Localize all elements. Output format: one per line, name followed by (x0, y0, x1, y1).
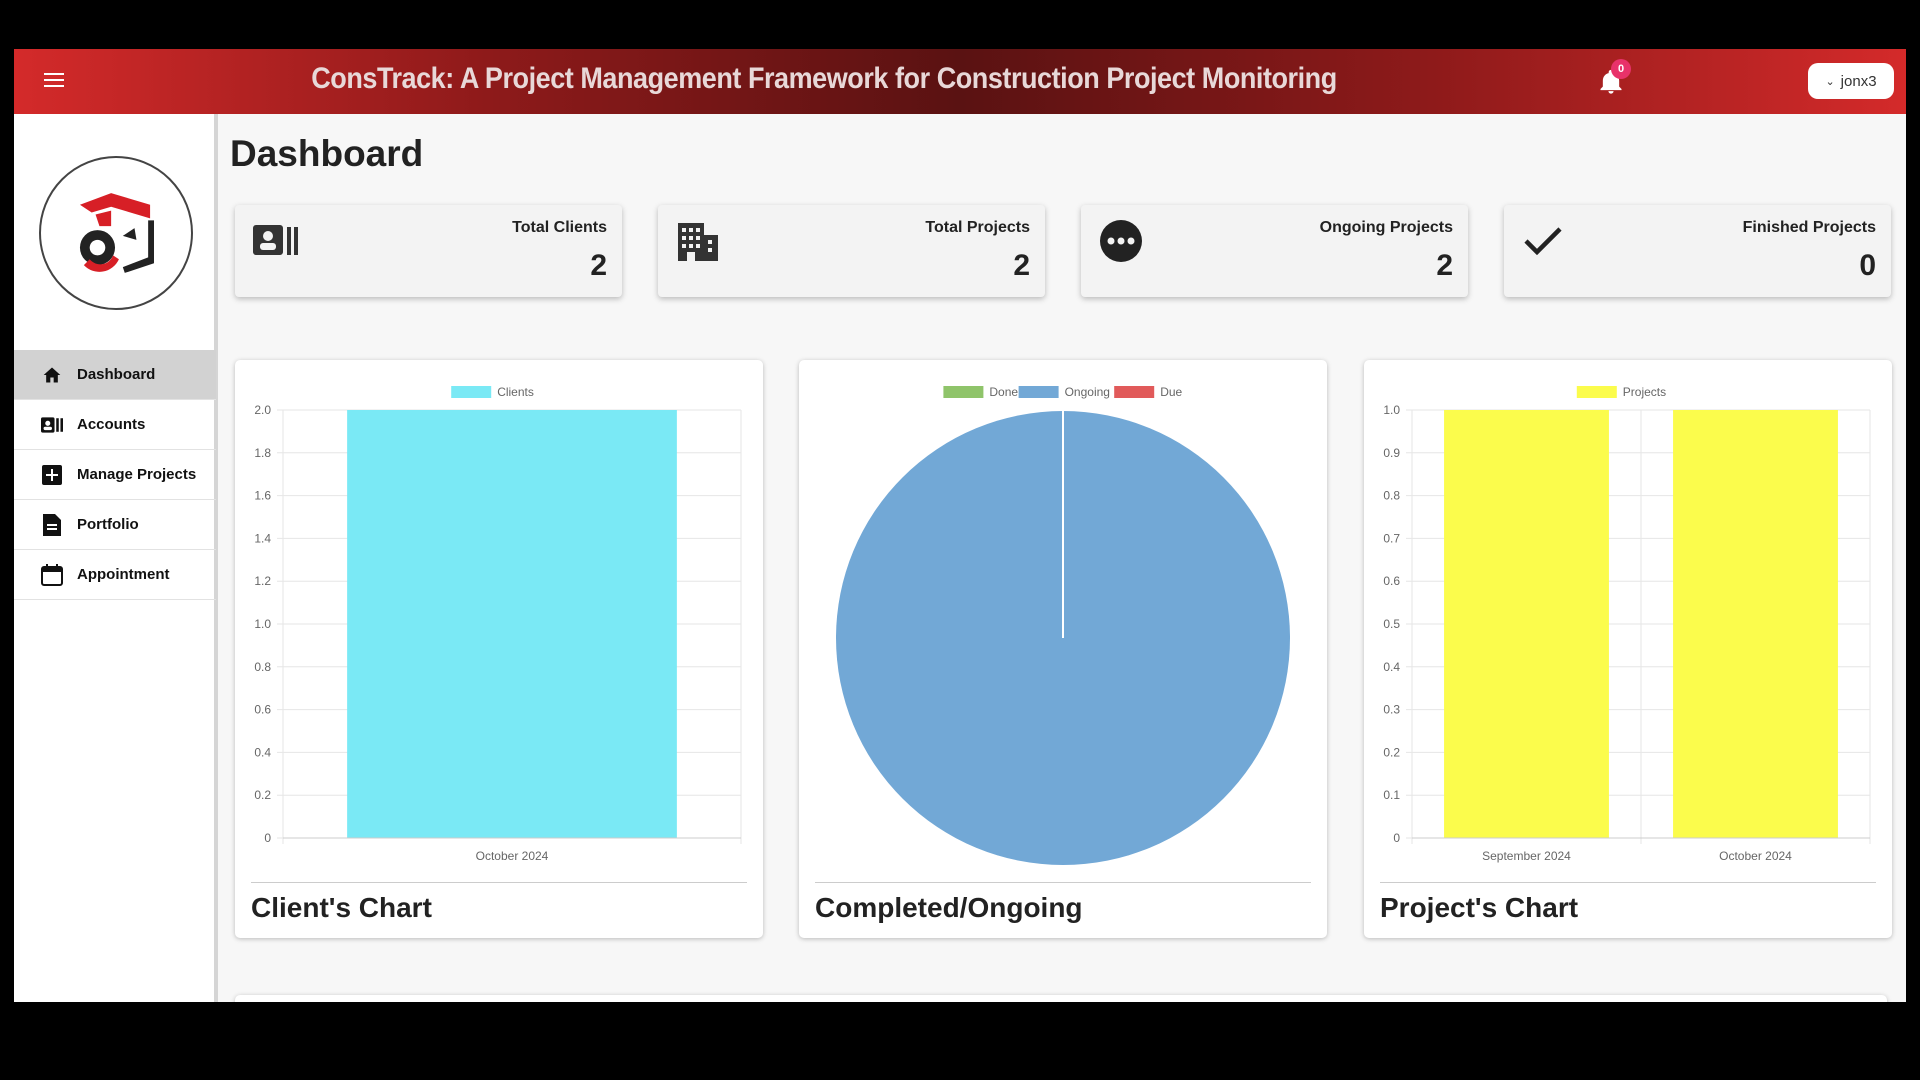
x-tick-label: September 2024 (1482, 849, 1571, 863)
legend-swatch (1114, 386, 1155, 398)
y-tick-label: 0.4 (254, 745, 271, 759)
divider (815, 882, 1311, 883)
company-logo (39, 156, 193, 310)
stat-value: 2 (1436, 249, 1453, 282)
app-window: ConsTrack: A Project Management Framewor… (14, 49, 1906, 1002)
y-tick-label: 1.8 (254, 446, 271, 460)
y-tick-label: 0.2 (1383, 745, 1400, 759)
stat-card-total-clients: Total Clients 2 (235, 205, 622, 297)
completed-ongoing-card: Done Ongoing Due Completed/Ongoing (799, 360, 1327, 938)
stat-value: 0 (1859, 249, 1876, 282)
username: jonx3 (1840, 72, 1877, 90)
legend-label: Projects (1623, 385, 1666, 399)
document-icon (41, 513, 63, 536)
sidebar: Dashboard Accounts Manage Projects Portf… (14, 114, 218, 1002)
stat-label: Total Projects (925, 219, 1030, 236)
client-chart-card: Clients 0 0.2 0.4 0.6 0.8 1.0 1.2 1.4 1.6 1.8 2.0 Oc… (235, 360, 763, 938)
y-tick-label: 1.4 (254, 531, 271, 545)
card-title: Completed/Ongoing (815, 892, 1083, 923)
app-title: ConsTrack: A Project Management Framewor… (311, 62, 1337, 95)
y-tick-label: 0 (1393, 831, 1400, 845)
y-tick-label: 1.6 (254, 489, 271, 503)
legend-label: Due (1160, 385, 1182, 399)
y-tick-label: 2.0 (254, 403, 271, 417)
top-bar: ConsTrack: A Project Management Framewor… (14, 49, 1906, 114)
stat-label: Finished Projects (1742, 219, 1876, 236)
divider (251, 882, 747, 883)
stat-label: Total Clients (512, 219, 607, 236)
y-tick-label: 1.0 (1383, 403, 1400, 417)
sidebar-item-label: Manage Projects (77, 466, 197, 483)
legend-label: Done (989, 385, 1018, 399)
sidebar-item-label: Accounts (77, 416, 146, 433)
sidebar-item-appointment[interactable]: Appointment (14, 550, 216, 600)
id-card-icon (41, 414, 63, 436)
stat-card-finished-projects: Finished Projects 0 (1504, 205, 1891, 297)
y-tick-label: 0.8 (1383, 489, 1400, 503)
stat-label: Ongoing Projects (1319, 219, 1453, 236)
y-tick-label: 0.9 (1383, 446, 1400, 460)
hamburger-icon[interactable] (42, 69, 66, 93)
plus-square-icon (41, 464, 63, 486)
legend-swatch (943, 386, 984, 398)
notification-badge: 0 (1611, 59, 1631, 79)
more-dots-icon (1100, 220, 1142, 262)
sidebar-item-dashboard[interactable]: Dashboard (14, 350, 216, 400)
y-tick-label: 0.4 (1383, 660, 1400, 674)
y-tick-label: 0.5 (1383, 617, 1400, 631)
sidebar-item-manage-projects[interactable]: Manage Projects (14, 450, 216, 500)
stat-card-ongoing-projects: Ongoing Projects 2 (1081, 205, 1468, 297)
sidebar-item-accounts[interactable]: Accounts (14, 400, 216, 450)
y-tick-label: 0.3 (1383, 703, 1400, 717)
calendar-icon (41, 563, 63, 586)
sidebar-item-label: Portfolio (77, 516, 139, 533)
bottom-card (235, 995, 1887, 1002)
y-tick-label: 1.0 (254, 617, 271, 631)
legend-swatch (1576, 386, 1617, 398)
bar (1444, 410, 1609, 838)
y-tick-label: 0.1 (1383, 788, 1400, 802)
building-icon (678, 223, 718, 261)
page-title: Dashboard (230, 133, 424, 174)
y-tick-label: 0.7 (1383, 531, 1400, 545)
bar (347, 410, 677, 838)
y-tick-label: 0 (264, 831, 271, 845)
home-icon (41, 364, 63, 386)
y-tick-label: 0.8 (254, 660, 271, 674)
y-tick-label: 0.2 (254, 788, 271, 802)
project-chart-card: Projects 0 0.1 0.2 0.3 0.4 0.5 0.6 0.7 0.8 0.9 1.0 S… (1364, 360, 1892, 938)
id-card-icon (253, 225, 298, 255)
stat-value: 2 (590, 249, 607, 282)
y-tick-label: 1.2 (254, 574, 271, 588)
card-title: Client's Chart (251, 892, 432, 923)
stat-value: 2 (1013, 249, 1030, 282)
status-pie-chart: Done Ongoing Due (836, 385, 1290, 865)
y-tick-label: 0.6 (1383, 574, 1400, 588)
stat-card-total-projects: Total Projects 2 (658, 205, 1045, 297)
legend-swatch (451, 386, 492, 398)
sidebar-item-portfolio[interactable]: Portfolio (14, 500, 216, 550)
legend-label: Clients (497, 385, 534, 399)
legend-label: Ongoing (1065, 385, 1110, 399)
chevron-down-icon: ⌄ (1825, 75, 1835, 88)
legend-swatch (1018, 386, 1059, 398)
y-tick-label: 0.6 (254, 703, 271, 717)
checkmark-icon (1524, 227, 1562, 256)
client-chart: Clients 0 0.2 0.4 0.6 0.8 1.0 1.2 1.4 1.6 1.8 2.0 Oc… (254, 385, 742, 863)
card-title: Project's Chart (1380, 892, 1579, 923)
bar (1673, 410, 1838, 838)
divider (1380, 882, 1876, 883)
sidebar-item-label: Appointment (77, 566, 170, 583)
sidebar-item-label: Dashboard (77, 366, 156, 383)
user-menu-button[interactable]: ⌄ jonx3 (1808, 63, 1894, 99)
x-tick-label: October 2024 (1719, 849, 1792, 863)
x-tick-label: October 2024 (476, 849, 549, 863)
project-chart: Projects 0 0.1 0.2 0.3 0.4 0.5 0.6 0.7 0.8 0.9 1.0 S… (1383, 385, 1871, 863)
